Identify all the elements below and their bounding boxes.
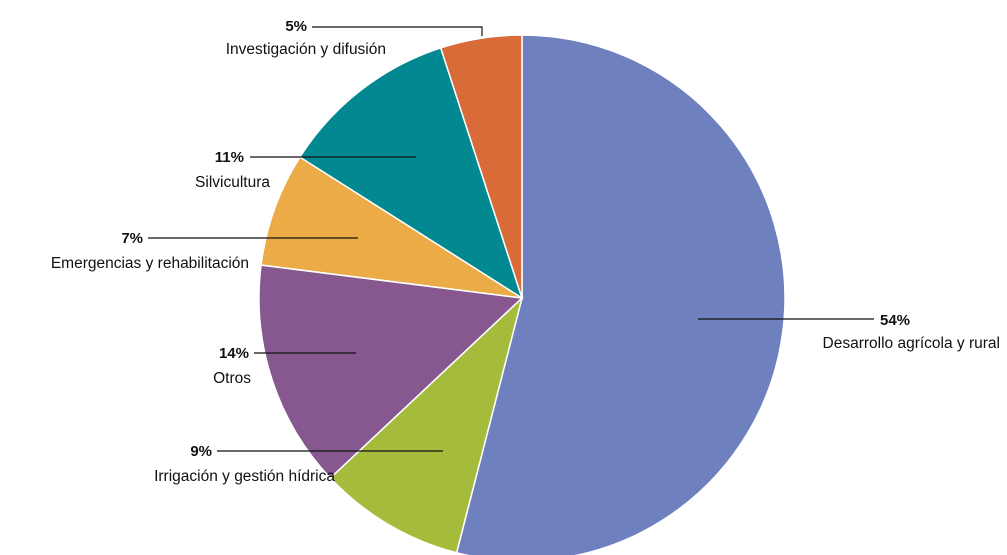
pct-label-investigacion: 5% [285, 18, 307, 35]
pie-slices [258, 34, 786, 555]
slice-label-desarrollo: Desarrollo agrícola y rural [823, 335, 1000, 352]
slice-label-silvicultura: Silvicultura [195, 174, 270, 191]
pie-slice-silvicultura [298, 46, 524, 300]
pie-slice-otros [258, 264, 524, 480]
leader-lines [148, 26, 874, 452]
pct-label-irrigacion: 9% [190, 443, 212, 460]
pct-label-emergencias: 7% [121, 230, 143, 247]
pct-label-otros: 14% [219, 345, 249, 362]
slice-label-emergencias: Emergencias y rehabilitación [51, 255, 249, 272]
slice-label-otros: Otros [213, 370, 251, 387]
slice-label-investigacion: Investigación y difusión [226, 41, 386, 58]
pie-slice-irrigacion [329, 295, 524, 554]
data-labels: 5% Investigación y difusión 11% Silvicul… [51, 18, 1000, 485]
pie-slice-investigacion [439, 34, 523, 299]
pie-slice-emergencias [260, 156, 523, 299]
leader-line-investigacion [312, 26, 483, 36]
slice-label-irrigacion: Irrigación y gestión hídrica [154, 468, 335, 485]
pie-slice-desarrollo [455, 34, 786, 555]
pct-label-silvicultura: 11% [215, 149, 244, 166]
pct-label-desarrollo: 54% [880, 312, 910, 329]
